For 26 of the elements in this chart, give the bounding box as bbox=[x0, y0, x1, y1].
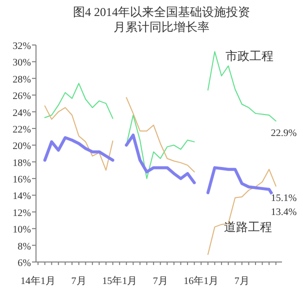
x-tick-label: 7月 bbox=[152, 276, 168, 287]
data-label: 13.4% bbox=[270, 207, 297, 218]
y-tick-label: 16% bbox=[12, 174, 31, 186]
y-tick-label: 28% bbox=[12, 74, 31, 86]
y-tick-label: 10% bbox=[12, 224, 31, 236]
x-tick-label: 7月 bbox=[234, 276, 250, 287]
chart-title: 图4 2014年以来全国基础设施投资 bbox=[73, 5, 250, 19]
y-tick-label: 32% bbox=[12, 41, 31, 52]
y-tick-label: 12% bbox=[12, 208, 31, 219]
y-tick-label: 14% bbox=[12, 191, 31, 202]
x-tick-label: 16年1月 bbox=[184, 275, 219, 287]
y-tick-label: 18% bbox=[12, 158, 31, 169]
y-tick-label: 26% bbox=[12, 91, 31, 102]
y-tick-label: 8% bbox=[18, 241, 31, 252]
x-tick-label: 14年1月 bbox=[20, 275, 56, 287]
x-tick-label: 15年1月 bbox=[102, 275, 138, 287]
y-tick-label: 30% bbox=[12, 58, 31, 69]
y-tick-label: 20% bbox=[12, 141, 31, 152]
y-tick-label: 24% bbox=[12, 108, 31, 119]
series-label: 市政工程 bbox=[226, 48, 274, 63]
series-label: 道路工程 bbox=[224, 220, 272, 234]
chart-subtitle: 月累计同比增长率 bbox=[114, 20, 210, 34]
y-tick-label: 22% bbox=[12, 124, 31, 136]
data-label: 22.9% bbox=[270, 128, 297, 139]
y-tick-label: 6% bbox=[18, 258, 31, 269]
x-tick-label: 7月 bbox=[71, 276, 86, 287]
